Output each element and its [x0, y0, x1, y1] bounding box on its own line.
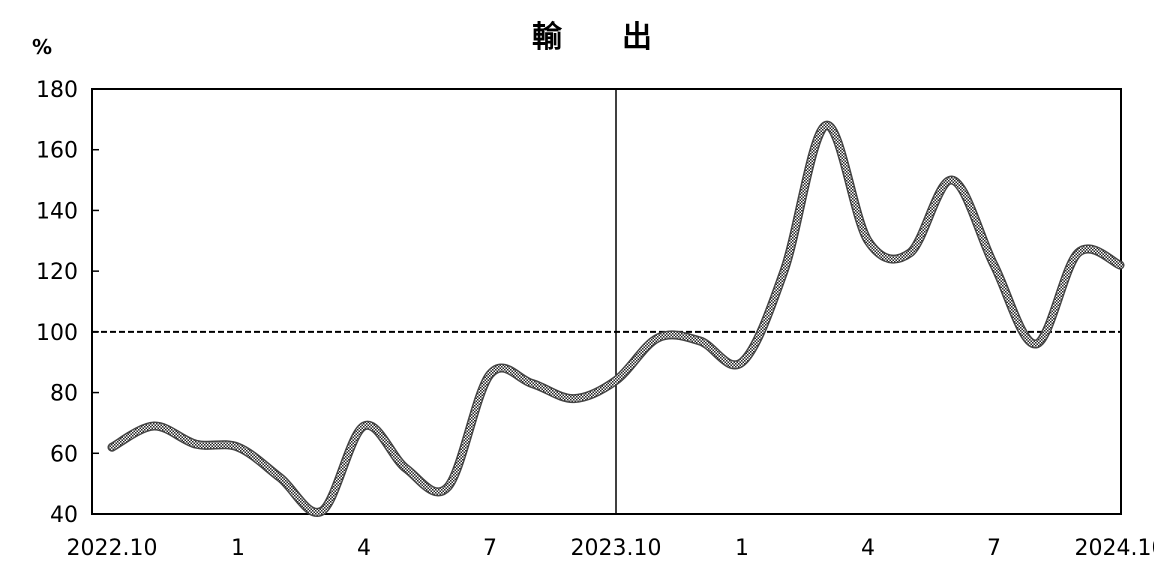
y-tick-label: 120 [36, 260, 78, 285]
x-tick-label: 4 [861, 536, 875, 561]
x-tick-label: 4 [357, 536, 371, 561]
x-tick-label: 1 [231, 536, 245, 561]
y-tick-label: 160 [36, 139, 78, 164]
x-tick-label: 1 [735, 536, 749, 561]
x-tick-label: 2024.10 [1075, 536, 1154, 561]
y-tick-label: 100 [36, 321, 78, 346]
x-tick-label: 7 [987, 536, 1001, 561]
x-tick-label: 2023.10 [571, 536, 662, 561]
x-tick-label: 7 [483, 536, 497, 561]
plot-area [91, 88, 1122, 515]
x-tick-label: 2022.10 [67, 536, 158, 561]
y-tick-label: 60 [50, 442, 78, 467]
y-tick-label: 140 [36, 199, 78, 224]
y-tick-label: 80 [50, 382, 78, 407]
y-tick-label: 180 [36, 78, 78, 103]
y-axis-ticks: 40 60 80 100 120 140 160 180 [36, 78, 99, 528]
series-line [109, 122, 1123, 516]
y-axis-unit: % [32, 35, 52, 59]
chart-title: 輸 出 [532, 20, 652, 55]
x-axis-ticks: 2022.10 1 4 7 2023.10 1 4 7 2024.10 [67, 536, 1154, 561]
y-tick-label: 40 [50, 503, 78, 528]
